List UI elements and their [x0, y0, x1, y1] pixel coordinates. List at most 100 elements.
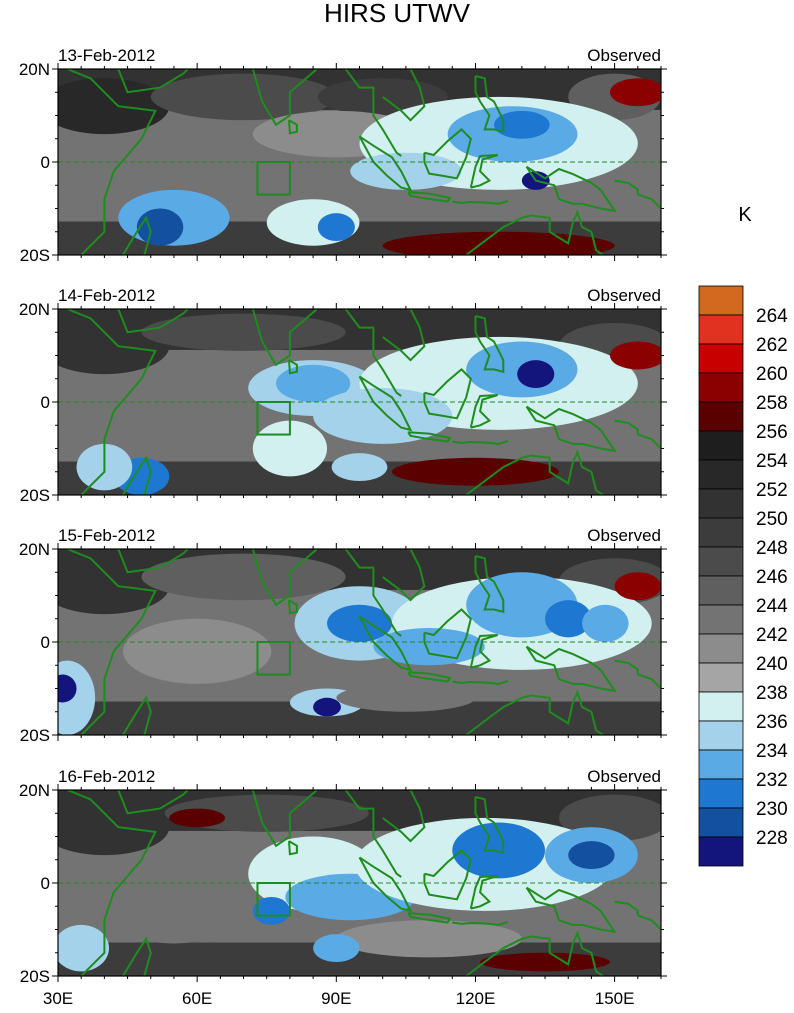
panel-date-label: 15-Feb-2012: [58, 526, 155, 545]
coastline: [525, 165, 617, 213]
field-contour: [609, 341, 661, 370]
coastline: [121, 695, 152, 735]
colorbar-label: 260: [756, 364, 788, 385]
coastline: [382, 790, 426, 843]
field-contour: [313, 697, 341, 717]
coastline: [117, 69, 190, 94]
field-contour: [545, 600, 592, 638]
coastline: [407, 431, 452, 443]
coastline: [637, 673, 661, 690]
colorbar-label: 262: [756, 335, 788, 356]
coastline: [423, 849, 472, 901]
coastline: [66, 549, 157, 735]
coastline: [474, 315, 505, 374]
lon-label: 30E: [43, 989, 73, 1008]
field-contour: [58, 924, 110, 972]
region-box: [256, 882, 291, 917]
region-box: [256, 161, 291, 196]
coastline: [637, 914, 661, 931]
coastline: [358, 135, 413, 192]
lat-label: 20N: [19, 540, 50, 559]
coastline: [423, 128, 472, 180]
colorbar-swatch: [698, 749, 744, 780]
panel-source-label: Observed: [587, 46, 661, 65]
field-contour: [58, 558, 170, 615]
field-contour: [350, 152, 462, 190]
field-contour: [141, 392, 253, 449]
coastline: [121, 455, 152, 495]
lat-label: 0: [41, 153, 50, 172]
coastline: [117, 790, 190, 815]
colorbar-label: 258: [756, 393, 788, 414]
colorbar-swatch: [698, 575, 744, 606]
colorbar-swatch: [698, 778, 744, 809]
field-contour: [122, 618, 272, 684]
field-layer: [58, 69, 661, 255]
coastline: [463, 209, 605, 255]
coastline: [469, 875, 498, 910]
lat-label: 20N: [19, 781, 50, 800]
colorbar-label: 236: [756, 712, 788, 733]
coastline: [463, 689, 605, 735]
colorbar-swatch: [698, 546, 744, 577]
coastline: [637, 193, 661, 210]
colorbar-swatch: [698, 691, 744, 722]
coastline: [117, 549, 190, 574]
field-contour: [58, 318, 170, 375]
coastline: [614, 659, 639, 675]
field-layer: [58, 790, 661, 976]
lon-label: 90E: [321, 989, 351, 1008]
coastline: [288, 599, 298, 615]
field-contour: [382, 231, 615, 255]
lat-label: 20N: [19, 60, 50, 79]
colorbar-swatch: [698, 720, 744, 751]
coastline: [452, 680, 509, 685]
map-panel-3: 15-Feb-2012 Observed 20N 0 20S: [19, 526, 667, 745]
colorbar-swatch: [698, 430, 744, 461]
colorbar-swatch: [698, 807, 744, 838]
lat-label: 20S: [20, 246, 50, 265]
lon-label: 60E: [182, 989, 212, 1008]
colorbar-label: 234: [756, 741, 788, 762]
coastline: [407, 912, 452, 924]
lat-label: 0: [41, 633, 50, 652]
field-contour: [517, 360, 555, 389]
colorbar-swatch: [698, 343, 744, 374]
coastline: [66, 69, 157, 255]
colorbar-label: 248: [756, 538, 788, 559]
colorbar-label: 246: [756, 567, 788, 588]
coastline: [474, 555, 505, 614]
lat-label: 20S: [20, 967, 50, 986]
field-layer: [58, 309, 661, 495]
field-contour: [582, 604, 629, 643]
colorbar-label: 228: [756, 828, 788, 849]
lat-label: 20S: [20, 486, 50, 505]
colorbar-label: 254: [756, 451, 788, 472]
field-contour: [141, 553, 346, 601]
panel-source-label: Observed: [587, 767, 661, 786]
coastline: [251, 69, 319, 127]
colorbar-unit-label: K: [738, 204, 752, 226]
field-contour: [452, 822, 546, 879]
field-contour: [276, 364, 351, 402]
panel-source-label: Observed: [587, 286, 661, 305]
lon-label: 120E: [456, 989, 496, 1008]
coastline: [121, 215, 152, 255]
coastline: [382, 549, 426, 602]
field-contour: [391, 457, 559, 486]
lat-label: 20S: [20, 726, 50, 745]
colorbar: 264 262 260 258 256 254 252 250 248 246 244 242 240 2…: [698, 285, 788, 867]
field-contour: [568, 841, 615, 870]
coastline: [288, 359, 298, 375]
coastline: [469, 154, 498, 189]
colorbar-swatch: [698, 314, 744, 345]
coastline: [614, 419, 639, 435]
coastline: [382, 69, 426, 122]
map-panel-4: 16-Feb-2012 Observed 20N 0 20S: [19, 767, 667, 986]
coastline: [344, 69, 402, 157]
coastline: [288, 840, 298, 856]
region-box: [256, 641, 291, 676]
field-contour: [169, 808, 225, 828]
colorbar-swatch: [698, 459, 744, 490]
